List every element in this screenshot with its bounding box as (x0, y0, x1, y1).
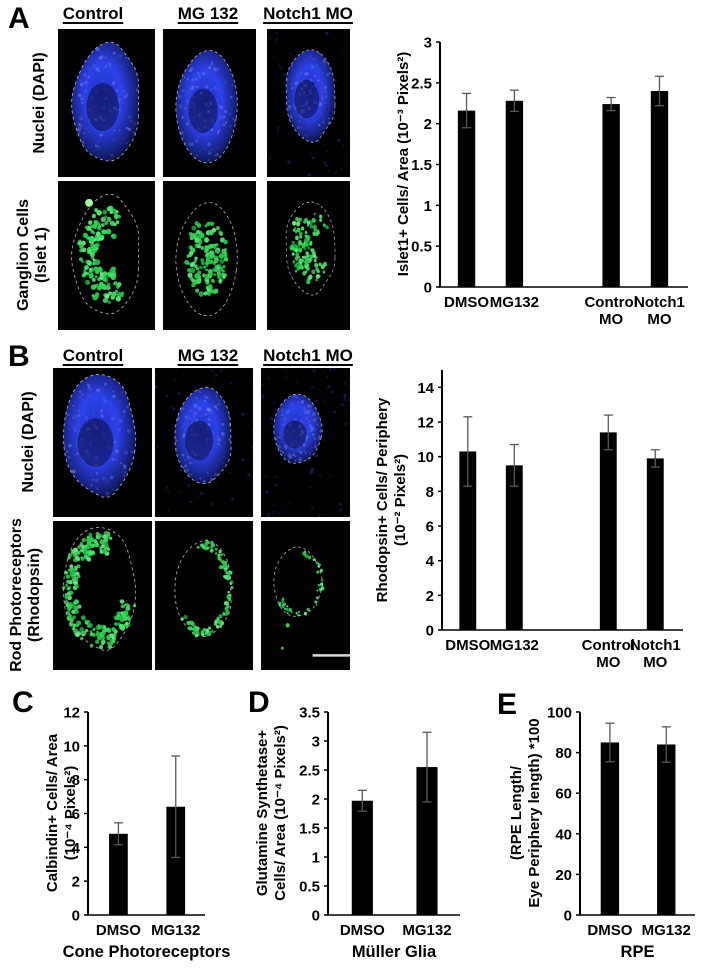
svg-text:60: 60 (555, 786, 572, 803)
svg-text:Müller Glia: Müller Glia (352, 943, 437, 961)
svg-text:2.5: 2.5 (411, 75, 432, 92)
svg-text:20: 20 (555, 867, 572, 884)
svg-text:MO: MO (643, 654, 667, 671)
panel-a-header-mg132: MG 132 (177, 4, 239, 23)
panel-b-row-label-nuclei: Nuclei (DAPI) (20, 391, 37, 493)
svg-text:3: 3 (424, 35, 432, 52)
svg-text:0.5: 0.5 (299, 879, 320, 896)
svg-text:3.5: 3.5 (299, 705, 320, 722)
svg-text:MO: MO (599, 311, 623, 328)
svg-text:1.5: 1.5 (411, 157, 432, 174)
micrograph-a-notch1mo-islet1 (267, 181, 350, 330)
svg-text:100: 100 (547, 705, 572, 722)
panel-b-header-mg132: MG 132 (177, 346, 239, 365)
svg-text:12: 12 (63, 705, 80, 722)
panel-b-row-label-rods: Rod Photoreceptors (Rhodopsin) (8, 518, 43, 672)
panel-a-header-notch1mo: Notch1 MO (263, 4, 353, 23)
panel-a-row-label-nuclei: Nuclei (DAPI) (31, 52, 48, 154)
svg-text:Notch1: Notch1 (630, 637, 681, 654)
svg-text:2: 2 (72, 874, 80, 891)
micrograph-a-mg132-islet1 (163, 181, 256, 330)
panel-b-header-notch1mo: Notch1 MO (263, 346, 353, 365)
svg-text:6: 6 (72, 806, 80, 823)
svg-text:2.5: 2.5 (299, 763, 320, 780)
svg-text:80: 80 (555, 745, 572, 762)
svg-text:Control: Control (582, 637, 635, 654)
svg-text:40: 40 (555, 826, 572, 843)
svg-text:12: 12 (417, 415, 434, 432)
micrograph-b-mg132-rhodopsin (155, 521, 253, 670)
svg-text:8: 8 (426, 484, 434, 501)
svg-text:0: 0 (564, 908, 572, 925)
svg-text:MO: MO (647, 311, 671, 328)
svg-text:6: 6 (426, 519, 434, 536)
micrograph-a-control-islet1 (58, 181, 155, 330)
svg-text:MG132: MG132 (490, 294, 539, 311)
chart-rpe-bar: 0 20 40 60 80 100 DMSO MG132 RPE (547, 705, 695, 961)
panel-b-header-control: Control (62, 346, 124, 365)
panel-c-label: C (12, 686, 34, 719)
micrograph-b-notch1mo-rhodopsin (261, 521, 350, 670)
svg-text:DMSO: DMSO (445, 637, 490, 654)
svg-text:DMSO: DMSO (587, 922, 632, 939)
micrograph-b-control-rhodopsin (53, 521, 152, 670)
svg-text:MG132: MG132 (151, 922, 200, 939)
panel-b-label: B (8, 340, 30, 373)
svg-text:Notch1: Notch1 (634, 294, 685, 311)
panel-a-header-control: Control (62, 4, 124, 23)
svg-text:DMSO: DMSO (340, 922, 385, 939)
svg-text:4: 4 (72, 840, 81, 857)
micrograph-b-notch1mo-nuclei (261, 368, 350, 517)
svg-text:1: 1 (424, 198, 432, 215)
micrograph-a-mg132-nuclei (163, 29, 256, 177)
svg-text:MG132: MG132 (642, 922, 691, 939)
panel-e-label: E (497, 688, 518, 721)
svg-text:DMSO: DMSO (444, 294, 489, 311)
svg-text:2: 2 (424, 116, 432, 133)
chart-glutamine-synthetase-bar: 0 0.5 1 1.5 2 2.5 3 3.5 DMSO MG132 Müller Glia (299, 705, 460, 961)
svg-text:2: 2 (426, 588, 434, 605)
svg-text:Cone Photoreceptors: Cone Photoreceptors (63, 943, 231, 961)
svg-text:10: 10 (417, 449, 434, 466)
svg-text:MO: MO (596, 654, 620, 671)
panel-d-label: D (248, 686, 270, 719)
panel-a-row-label-ganglion: Ganglion Cells (Islet 1) (15, 199, 50, 312)
svg-text:0: 0 (72, 908, 80, 925)
svg-text:DMSO: DMSO (96, 922, 141, 939)
svg-text:MG132: MG132 (402, 922, 451, 939)
micrograph-a-control-nuclei (58, 29, 155, 177)
chart-calbindin-bar: 0 2 4 6 8 10 12 DMSO MG132 Cone Photoreceptors (63, 705, 231, 962)
svg-text:Control: Control (584, 294, 637, 311)
svg-text:0: 0 (424, 280, 432, 297)
svg-text:0.5: 0.5 (411, 239, 432, 256)
svg-text:MG132: MG132 (490, 637, 539, 654)
svg-text:RPE: RPE (621, 943, 655, 961)
svg-text:4: 4 (426, 553, 435, 570)
micrograph-a-notch1mo-nuclei (267, 29, 350, 177)
svg-text:14: 14 (417, 380, 434, 397)
svg-text:0: 0 (312, 908, 320, 925)
micrograph-b-mg132-nuclei (155, 368, 253, 517)
svg-text:1.5: 1.5 (299, 821, 320, 838)
svg-text:3: 3 (312, 734, 320, 751)
svg-text:1: 1 (312, 850, 320, 867)
svg-text:10: 10 (63, 738, 80, 755)
panel-a-label: A (8, 2, 30, 35)
svg-text:8: 8 (72, 772, 80, 789)
svg-text:2: 2 (312, 792, 320, 809)
micrograph-b-control-nuclei (53, 368, 152, 517)
svg-text:0: 0 (426, 623, 434, 640)
